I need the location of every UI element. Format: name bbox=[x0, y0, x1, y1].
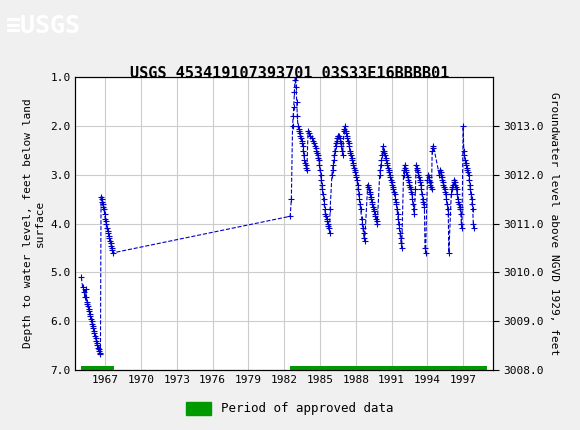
Legend: Period of approved data: Period of approved data bbox=[181, 397, 399, 420]
Text: USGS 453419107393701 03S33E16BBBB01: USGS 453419107393701 03S33E16BBBB01 bbox=[130, 66, 450, 80]
Y-axis label: Depth to water level, feet below land
surface: Depth to water level, feet below land su… bbox=[23, 99, 45, 348]
Bar bbox=[290, 366, 487, 370]
Y-axis label: Groundwater level above NGVD 1929, feet: Groundwater level above NGVD 1929, feet bbox=[549, 92, 560, 355]
Bar bbox=[81, 366, 114, 370]
Text: ≡USGS: ≡USGS bbox=[6, 14, 81, 38]
